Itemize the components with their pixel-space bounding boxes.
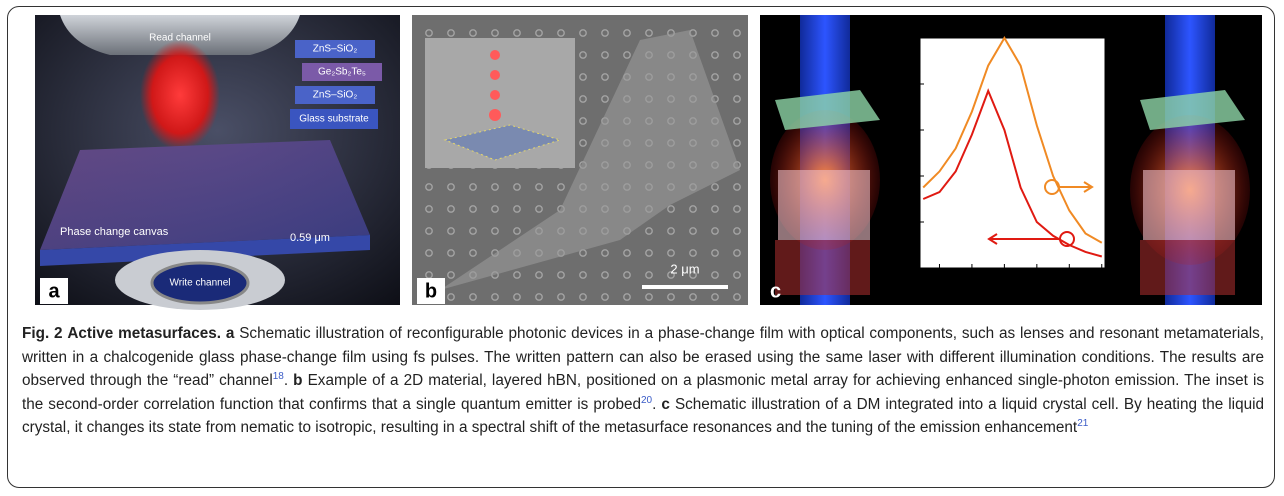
- curve: [922, 36, 1103, 244]
- write-aperture: [150, 261, 250, 305]
- caption-punctuation: .: [283, 372, 289, 390]
- panel-letter: a: [48, 280, 60, 302]
- panel-letter: b: [293, 372, 303, 390]
- scale-bar-label: 2 μm: [670, 261, 699, 276]
- reference: 20: [640, 394, 653, 406]
- metasurface-block: [778, 170, 870, 240]
- layer-label: Ge₂Sb₂Te₅: [318, 67, 366, 78]
- x-tick-label: 930: [1060, 274, 1078, 286]
- curve: [922, 88, 1103, 258]
- y-tick-label: 1: [910, 32, 916, 44]
- y-tick-label: 0.6: [901, 124, 916, 136]
- arrow: [1059, 181, 1094, 193]
- canvas-label: Phase change canvas: [60, 226, 169, 238]
- hbn-flake: [440, 30, 740, 290]
- substrate: [1140, 240, 1235, 295]
- reference: 21: [1077, 418, 1089, 430]
- lc-cell-top: [1140, 90, 1245, 130]
- panel-letter: a: [225, 325, 235, 342]
- arrow: [987, 233, 1060, 245]
- letter-box: [40, 278, 68, 304]
- y-axis-label: PL emission (a.u.): [877, 105, 891, 201]
- panel-b: 2 μm b: [412, 15, 748, 305]
- y-tick-label: 0.8: [901, 78, 916, 90]
- caption-title: Active metasurfaces.: [67, 325, 222, 342]
- figure: Read channel ZnS–SiO₂ Ge₂Sb₂Te₅ ZnS–SiO₂…: [35, 15, 1262, 310]
- layer-label: Glass substrate: [299, 114, 369, 125]
- layer-label: ZnS–SiO₂: [313, 90, 358, 101]
- caption-punctuation: .: [652, 395, 657, 413]
- layer: [295, 86, 375, 104]
- x-tick-label: 910: [1028, 274, 1046, 286]
- caption: Fig. 2 Active metasurfaces. a Schematic …: [22, 322, 1264, 440]
- caption-label: Fig. 2: [22, 325, 63, 342]
- x-tick-label: 890: [995, 274, 1013, 286]
- panel-letter: c: [770, 280, 781, 302]
- reference: 18: [272, 371, 284, 383]
- caption-text: Schematic illustration of reconfigurable…: [22, 325, 1265, 390]
- x-tick-label: 870: [963, 274, 981, 286]
- y-tick-label: 0.2: [901, 216, 916, 228]
- panel-letter: b: [425, 280, 437, 302]
- x-tick-label: 950: [1093, 274, 1111, 286]
- caption-text: Example of a 2D material, layered hBN, p…: [22, 372, 1265, 413]
- panel-letter: c: [661, 395, 670, 413]
- letter-box: [417, 278, 445, 304]
- x-axis-label: Wavelength (nm): [967, 289, 1058, 303]
- caption-text: Schematic illustration of a DM integrate…: [22, 395, 1264, 437]
- panel-a: Read channel ZnS–SiO₂ Ge₂Sb₂Te₅ ZnS–SiO₂…: [35, 15, 400, 310]
- layer-label: ZnS–SiO₂: [313, 44, 358, 55]
- y-tick-label: 0.4: [901, 170, 916, 182]
- read-channel-label: Read channel: [149, 33, 211, 44]
- panel-c: c Wavelength (nm) PL emission (a.u.) 0 0.…: [760, 15, 1262, 305]
- x-tick-label: 850: [930, 274, 948, 286]
- substrate: [775, 240, 870, 295]
- layer: [290, 109, 378, 129]
- layer: [302, 63, 382, 81]
- figure-frame: [7, 6, 1275, 488]
- y-tick-label: 0: [910, 262, 916, 274]
- spacing-label: 0.59 μm: [290, 232, 330, 244]
- lc-cell-top: [775, 90, 880, 130]
- read-beam: [140, 40, 220, 150]
- plot-background: [919, 37, 1106, 269]
- read-lens: [60, 15, 300, 55]
- inset-beam: [443, 50, 562, 161]
- layer: [295, 40, 375, 58]
- phase-change-slab: [40, 140, 370, 250]
- write-channel-label: Write channel: [170, 278, 231, 289]
- metasurface-block: [1143, 170, 1235, 240]
